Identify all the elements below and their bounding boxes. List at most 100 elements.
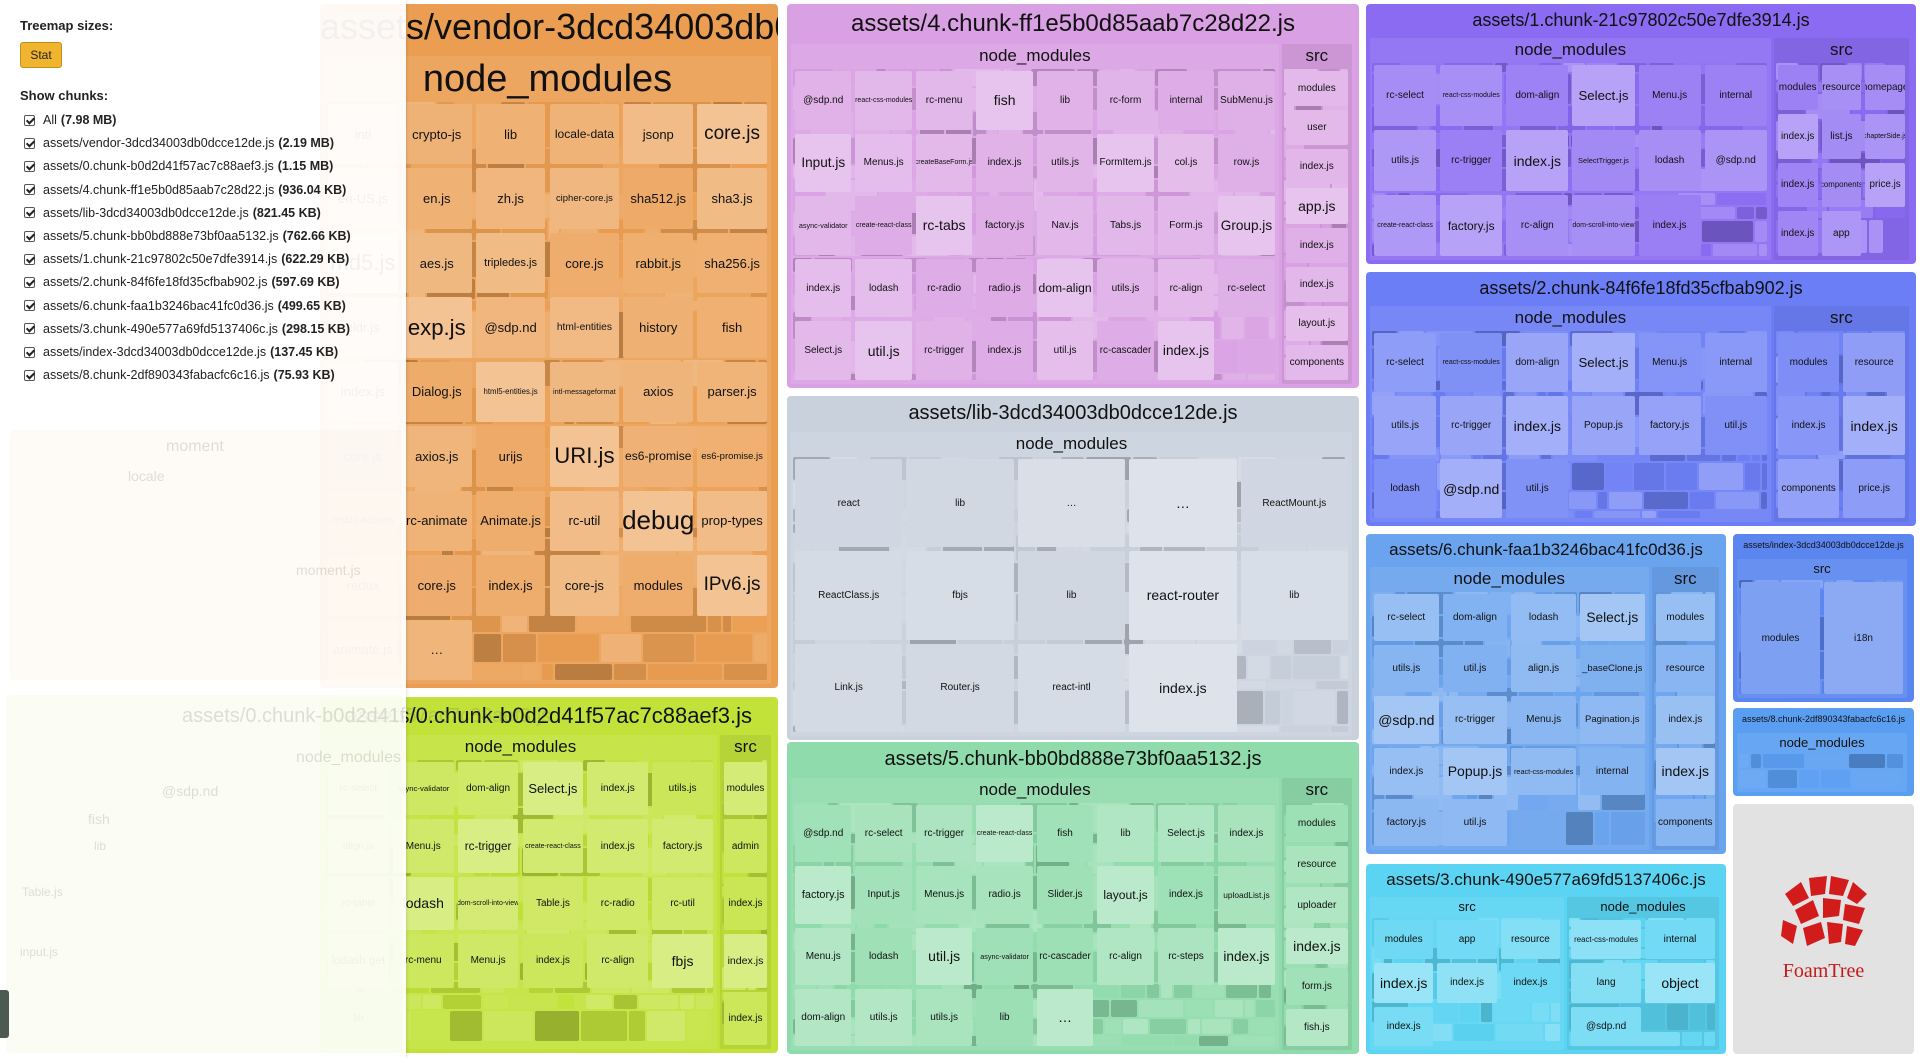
- module-cell[interactable]: [503, 634, 536, 662]
- module-sha3-js[interactable]: sha3.js: [697, 168, 767, 229]
- module-rc-select[interactable]: rc-select: [1218, 258, 1275, 318]
- module-modules[interactable]: modules: [623, 555, 694, 616]
- module-internal[interactable]: internal: [1645, 920, 1715, 960]
- module-homepage[interactable]: homepage: [1865, 65, 1905, 110]
- module-rc-trigger[interactable]: rc-trigger: [1440, 130, 1503, 191]
- module-menus-js[interactable]: Menus.js: [855, 133, 912, 193]
- module-cell[interactable]: [1755, 221, 1767, 242]
- module-cell[interactable]: [1222, 312, 1244, 339]
- module-sha256-js[interactable]: sha256.js: [697, 232, 767, 294]
- module-rc-align[interactable]: rc-align: [587, 934, 649, 988]
- module-index-js[interactable]: index.js: [1777, 162, 1818, 208]
- module-dom-align[interactable]: dom-align: [795, 988, 852, 1046]
- module-cell[interactable]: [1707, 1004, 1715, 1030]
- module-core-js[interactable]: core.js: [401, 555, 472, 616]
- module-aes-js[interactable]: aes.js: [401, 232, 472, 294]
- chunk-checkbox[interactable]: [24, 323, 35, 335]
- module-resource[interactable]: resource: [1655, 645, 1715, 693]
- module-core-js[interactable]: core.js: [697, 104, 767, 165]
- module-cell[interactable]: [510, 995, 556, 1009]
- module-cell[interactable]: [1739, 754, 1749, 768]
- module-rc-form[interactable]: rc-form: [1097, 71, 1154, 130]
- module-price-js[interactable]: price.js: [1843, 459, 1905, 518]
- module-cell[interactable]: [1716, 492, 1759, 509]
- module-locale-data[interactable]: locale-data: [549, 104, 620, 165]
- module-modules[interactable]: modules: [724, 762, 767, 816]
- chunk-toggle-row[interactable]: assets/8.chunk-2df890343fabacfc6c16.js (7…: [24, 365, 335, 385]
- module-cell[interactable]: [1194, 984, 1224, 998]
- module-cell[interactable]: [1852, 770, 1900, 788]
- module-cell[interactable]: [1598, 492, 1607, 509]
- module-cell[interactable]: [1161, 984, 1172, 998]
- module-lodash[interactable]: lodash: [1374, 459, 1437, 518]
- module-core-js[interactable]: core-js: [549, 555, 620, 616]
- module-utils-js[interactable]: utils.js: [1374, 645, 1439, 693]
- chunk-checkbox[interactable]: [24, 346, 35, 358]
- module-cell[interactable]: [629, 1011, 645, 1041]
- module-cell[interactable]: [1763, 754, 1804, 768]
- module-cell[interactable]: [1245, 1000, 1254, 1017]
- module-cell[interactable]: [1150, 1019, 1186, 1034]
- module-cell[interactable]: [1667, 1004, 1689, 1030]
- module-html5-entities-js[interactable]: html5-entities.js: [475, 361, 546, 423]
- module-cell[interactable]: [1185, 1000, 1213, 1017]
- module-cell[interactable]: [1756, 207, 1767, 219]
- module-index-js[interactable]: index.js: [1285, 266, 1348, 302]
- module-utils-js[interactable]: utils.js: [1374, 130, 1437, 191]
- group-node-modules[interactable]: node_modules react lib…… ReactMount.js React…: [791, 432, 1352, 736]
- chunk-checkbox[interactable]: [24, 184, 35, 196]
- module-cell[interactable]: [602, 528, 640, 537]
- module-index-js[interactable]: index.js: [1285, 227, 1348, 263]
- module-cell[interactable]: [1745, 463, 1760, 490]
- module-factory-js[interactable]: factory.js: [976, 196, 1033, 255]
- module-cell[interactable]: [1224, 374, 1246, 380]
- module-popup-js[interactable]: Popup.js: [1572, 396, 1635, 455]
- module-index-js[interactable]: index.js: [1500, 963, 1561, 1003]
- module-index-js[interactable]: index.js: [587, 762, 649, 816]
- chunk-toggle-row[interactable]: assets/5.chunk-bb0bd888e73bf0aa5132.js (7…: [24, 226, 351, 246]
- module-app[interactable]: app: [1437, 920, 1497, 960]
- module-app-js[interactable]: app.js: [1285, 188, 1348, 224]
- module-resource[interactable]: resource: [1843, 333, 1905, 392]
- group-src[interactable]: src modules resource uploader index.js form.j…: [1281, 778, 1352, 1050]
- group-node-modules[interactable]: node_modules @sdp.nd rc-select rc-trigger cr…: [791, 778, 1279, 1050]
- module-lib[interactable]: lib: [1097, 805, 1154, 863]
- module-index-js[interactable]: index.js: [1655, 747, 1715, 795]
- module-cell[interactable]: [1642, 511, 1656, 518]
- group-node-modules[interactable]: node_modules: [1737, 733, 1907, 792]
- module-cell[interactable]: [1294, 691, 1335, 724]
- module-lib[interactable]: lib: [906, 459, 1014, 548]
- module-util-js[interactable]: util.js: [1704, 396, 1767, 455]
- module-price-js[interactable]: price.js: [1865, 162, 1905, 208]
- chunk-lib[interactable]: assets/lib-3dcd34003db0dcce12de.js node_m…: [787, 396, 1359, 740]
- module-cell[interactable]: [1111, 1000, 1137, 1017]
- module-cell[interactable]: [1551, 1001, 1561, 1022]
- module-cell[interactable]: [1293, 656, 1339, 679]
- module-debug[interactable]: debug: [623, 490, 694, 552]
- module-cell[interactable]: [1595, 812, 1609, 845]
- module-rc-util[interactable]: rc-util: [652, 876, 713, 931]
- module-index-js[interactable]: index.js: [795, 258, 852, 318]
- module-cell[interactable]: [1230, 1036, 1275, 1046]
- chunk-toggle-row[interactable]: assets/index-3dcd34003db0dcce12de.js (137…: [24, 342, 338, 362]
- module-rc-align[interactable]: rc-align: [1097, 927, 1154, 985]
- group-src[interactable]: src modules user index.js app.js index.js inde…: [1281, 44, 1352, 384]
- module-reactmount-js[interactable]: ReactMount.js: [1240, 459, 1348, 548]
- module-sdp-nd[interactable]: @sdp.nd: [475, 297, 546, 358]
- module-util-js[interactable]: util.js: [1036, 321, 1094, 380]
- module-resource[interactable]: resource: [1500, 920, 1561, 960]
- group-src[interactable]: srcmodulesresourcehomepageindex.jslist.j…: [1773, 38, 1909, 260]
- module-link-js[interactable]: Link.js: [795, 643, 903, 732]
- module-cell[interactable]: [1268, 681, 1314, 689]
- module-internal[interactable]: internal: [1157, 71, 1215, 130]
- module-modules[interactable]: modules: [1285, 805, 1348, 842]
- module-cell[interactable]: [1123, 1019, 1148, 1034]
- module-cell[interactable]: [1316, 681, 1348, 689]
- module-cell[interactable]: [1093, 1036, 1121, 1046]
- module-util-js[interactable]: util.js: [915, 927, 973, 985]
- module-cell[interactable]: [1849, 754, 1885, 768]
- module-index-js[interactable]: index.js: [1374, 1006, 1434, 1046]
- module-radio-js[interactable]: radio.js: [976, 866, 1033, 924]
- module-index-js[interactable]: index.js: [1157, 321, 1215, 380]
- module-utils-js[interactable]: utils.js: [1097, 258, 1154, 318]
